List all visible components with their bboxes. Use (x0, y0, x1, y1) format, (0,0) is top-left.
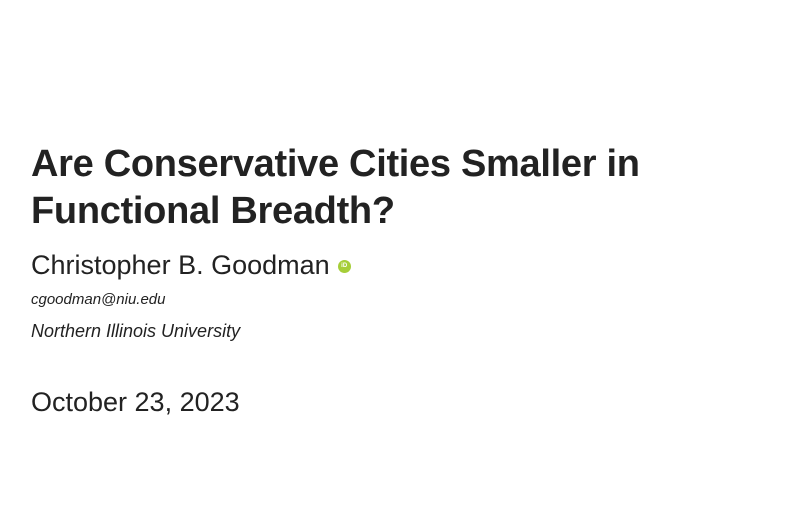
orcid-icon[interactable]: iD (337, 259, 351, 273)
author-name: Christopher B. Goodman (31, 250, 330, 280)
author-row: Christopher B. Goodman iD (31, 248, 351, 282)
presentation-title: Are Conservative Cities Smaller in Funct… (31, 143, 640, 232)
author-affiliation: Northern Illinois University (31, 321, 241, 341)
title-slide: Are Conservative Cities Smaller in Funct… (31, 0, 771, 517)
author-email: cgoodman@niu.edu (31, 291, 166, 308)
presentation-date: October 23, 2023 (31, 387, 240, 417)
